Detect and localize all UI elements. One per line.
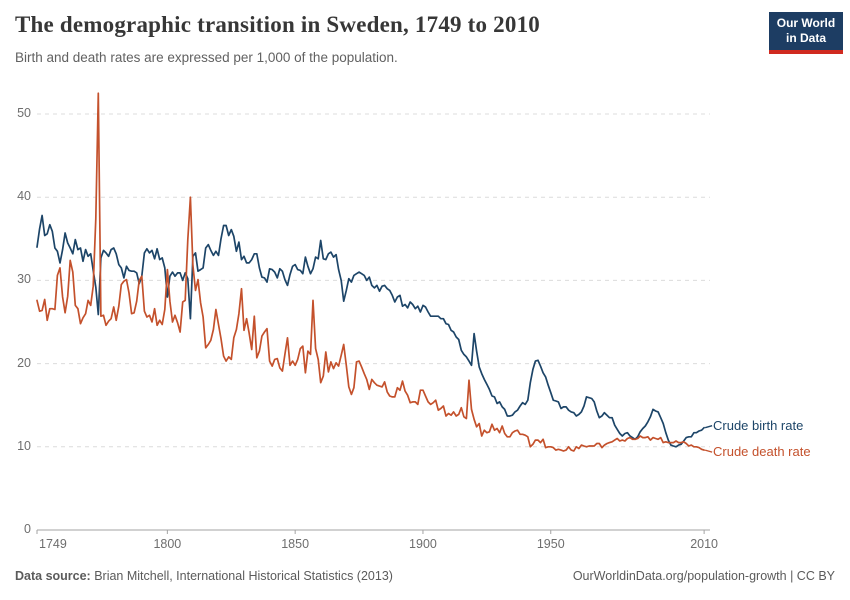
attribution-link[interactable]: OurWorldinData.org/population-growth | C…	[572, 569, 835, 583]
legend-label-birth-rate: Crude birth rate	[713, 417, 804, 433]
owid-logo[interactable]: Our World in Data	[769, 12, 843, 54]
data-source-note: Data source: Brian Mitchell, Internation…	[15, 569, 393, 583]
y-tick-label-40: 40	[17, 189, 31, 204]
line-death-rate[interactable]	[36, 92, 705, 452]
x-tick-label-2010: 2010	[690, 537, 719, 551]
chart-subtitle: Birth and death rates are expressed per …	[15, 50, 398, 65]
y-tick-label-30: 30	[17, 272, 31, 287]
y-tick-label-10: 10	[17, 438, 31, 453]
owid-logo-red-bar	[769, 50, 843, 54]
x-tick-label-1900: 1900	[409, 537, 437, 551]
owid-logo-box: Our World in Data	[769, 12, 843, 50]
y-tick-label-20: 20	[17, 355, 31, 370]
x-tick-label-1850: 1850	[281, 537, 310, 551]
line-birth-rate[interactable]	[36, 214, 705, 448]
legend-connector	[704, 449, 713, 453]
x-tick-label-1749: 1749	[39, 537, 67, 551]
y-tick-label-0: 0	[24, 522, 31, 536]
legend-label-death-rate: Crude death rate	[713, 444, 811, 460]
owid-logo-line2: in Data	[785, 31, 826, 45]
data-source-text: Brian Mitchell, International Historical…	[90, 569, 393, 583]
chart-footer: Data source: Brian Mitchell, Internation…	[15, 569, 835, 583]
x-tick-label-1800: 1800	[153, 537, 182, 551]
legend-connector	[704, 424, 713, 429]
y-tick-label-50: 50	[17, 106, 31, 120]
page-title: The demographic transition in Sweden, 17…	[15, 12, 540, 37]
x-tick-label-1950: 1950	[536, 537, 565, 551]
data-source-label: Data source:	[15, 569, 91, 583]
owid-logo-line1: Our World	[776, 16, 836, 30]
